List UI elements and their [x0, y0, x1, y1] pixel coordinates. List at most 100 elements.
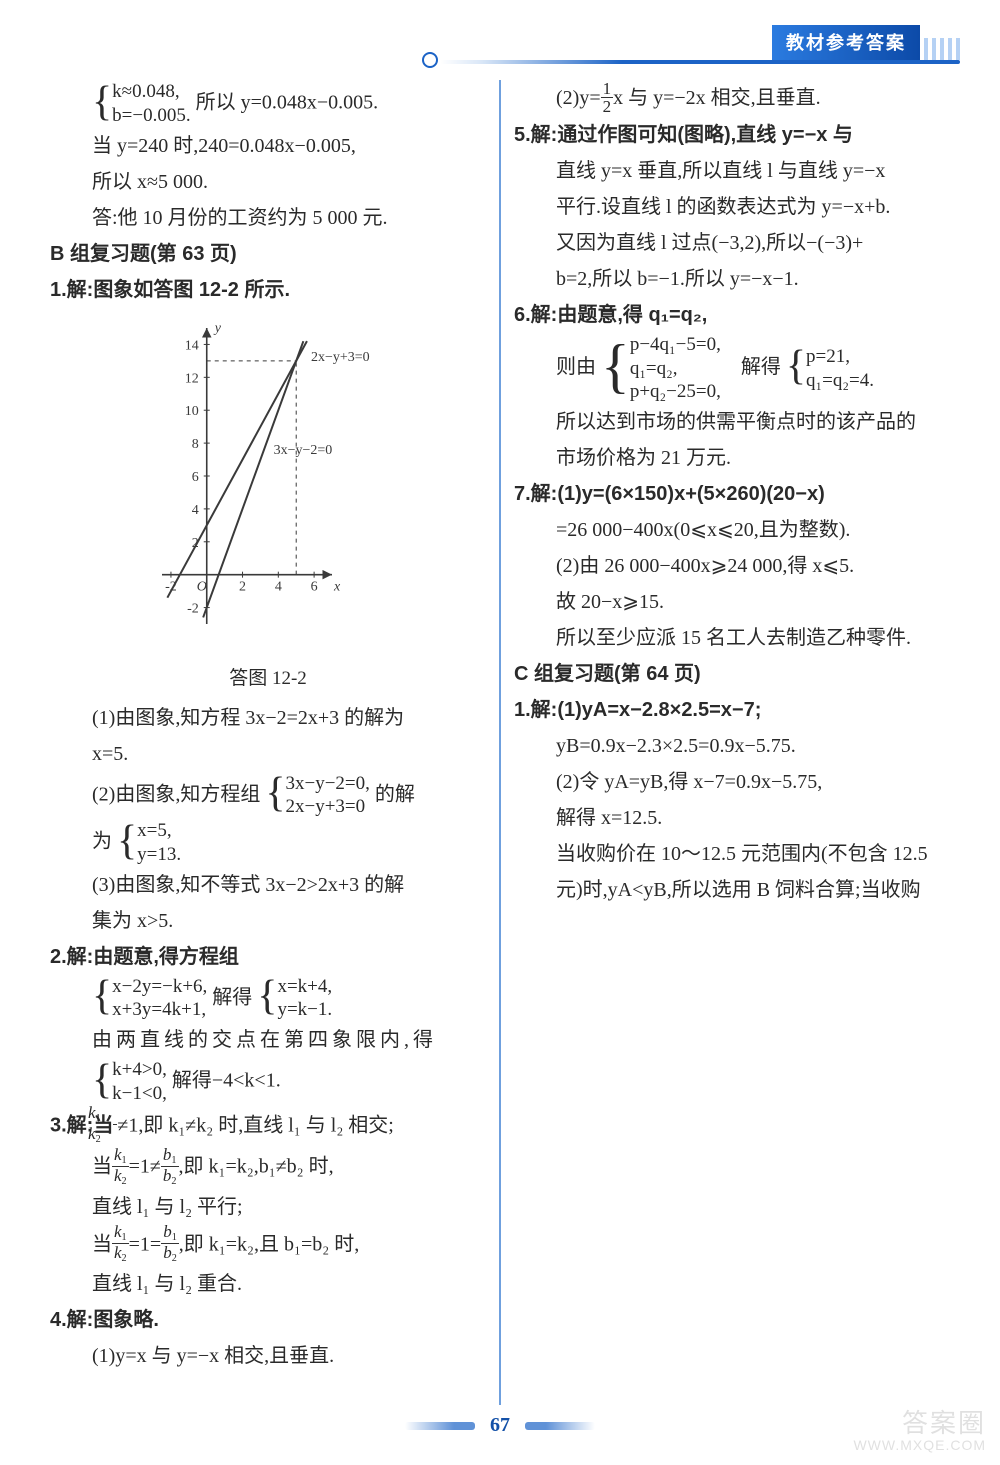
text: yB=0.9x−2.3×2.5=0.9x−5.75.	[514, 728, 950, 764]
footer-ornament-right	[525, 1422, 595, 1430]
text: 的解	[375, 783, 415, 805]
text: x 与 y=−2x 相交,且垂直.	[613, 87, 821, 109]
text: 当	[92, 1233, 112, 1255]
svg-text:4: 4	[275, 579, 282, 594]
figure-12-2: -2246-22468101214Oxy2x−y+3=03x−y−2=0 答图 …	[50, 314, 486, 696]
text: 所以 x≈5 000.	[50, 164, 486, 200]
section-b-title: B 组复习题(第 63 页)	[50, 236, 486, 272]
svg-text:12: 12	[185, 371, 199, 386]
text: b=2,所以 b=−1.所以 y=−x−1.	[514, 261, 950, 297]
brace-line: x=k+4,	[277, 975, 332, 999]
svg-text:14: 14	[185, 338, 199, 353]
svg-text:8: 8	[192, 437, 199, 452]
text: 3.解:当	[50, 1114, 113, 1136]
text: 由两直线的交点在第四象限内,得	[50, 1022, 486, 1058]
brace-line: b=−0.005.	[112, 104, 190, 128]
svg-text:3x−y−2=0: 3x−y−2=0	[274, 442, 333, 457]
svg-text:6: 6	[192, 470, 199, 485]
text: 解得	[212, 986, 252, 1008]
page-footer: 67	[0, 1407, 1000, 1443]
text: =26 000−400x(0⩽x⩽20,且为整数).	[514, 512, 950, 548]
text: 集为 x>5.	[50, 903, 486, 939]
q1-2b: 为 { x=5, y=13.	[50, 819, 486, 867]
text: ,即 k₁=k₂,b₁≠b₂ 时,	[179, 1156, 334, 1178]
q3-cont2: 当k1k2=1=b1b2,即 k₁=k₂,且 b₁=b₂ 时,	[50, 1225, 486, 1267]
text: 解得 x=12.5.	[514, 800, 950, 836]
c1-line: 1.解:(1)yA=x−2.8×2.5=x−7;	[514, 699, 761, 721]
brace-line: q₁=q₂,	[630, 357, 721, 381]
text: 市场价格为 21 万元.	[514, 440, 950, 476]
text: ≠1,即 k₁≠k₂ 时,直线 l₁ 与 l₂ 相交;	[117, 1114, 394, 1136]
svg-text:4: 4	[192, 502, 199, 517]
text: ,即 k₁=k₂,且 b₁=b₂ 时,	[179, 1233, 359, 1255]
text: 直线 l₁ 与 l₂ 平行;	[50, 1189, 486, 1225]
text: x=5.	[50, 736, 486, 772]
text: 故 20−x⩾15.	[514, 584, 950, 620]
brace-line: p−4q₁−5=0,	[630, 333, 721, 357]
header-underline	[440, 60, 960, 64]
brace-line: k≈0.048,	[112, 80, 190, 104]
text: =1=	[129, 1233, 162, 1255]
q5-line: 5.解:通过作图可知(图略),直线 y=−x 与	[514, 124, 853, 146]
text: 又因为直线 l 过点(−3,2),所以−(−3)+	[514, 225, 950, 261]
header-dot	[422, 52, 438, 68]
text: 所以 y=0.048x−0.005.	[196, 91, 379, 113]
text: 所以达到市场的供需平衡点时的该产品的	[514, 404, 950, 440]
header-stripe	[924, 38, 960, 60]
text: (2)由图象,知方程组	[92, 783, 260, 805]
brace-line: p=21,	[806, 345, 874, 369]
q2-res: { k+4>0, k−1<0, 解得−4<k<1.	[50, 1058, 486, 1106]
watermark-brand: 答案圈	[853, 1409, 986, 1438]
figure-caption: 答图 12-2	[50, 662, 486, 696]
brace-line: k−1<0,	[112, 1082, 167, 1106]
page-number: 67	[490, 1414, 510, 1436]
page-header: 教材参考答案	[440, 30, 960, 64]
text: 当	[92, 1156, 112, 1178]
brace-line: x+3y=4k+1,	[112, 998, 207, 1022]
section-c-title: C 组复习题(第 64 页)	[514, 656, 950, 692]
q3-cont1: 当k1k2=1≠b1b2,即 k₁=k₂,b₁≠b₂ 时,	[50, 1147, 486, 1189]
content-columns: { k≈0.048, b=−0.005. 所以 y=0.048x−0.005. …	[50, 80, 950, 1405]
text: 当收购价在 10～12.5 元范围内(不包含 12.5	[514, 836, 950, 872]
text: (2)由 26 000−400x⩾24 000,得 x⩽5.	[514, 548, 950, 584]
watermark: 答案圈 WWW.MXQE.COM	[853, 1409, 986, 1453]
watermark-url: WWW.MXQE.COM	[853, 1438, 986, 1453]
svg-text:-2: -2	[187, 601, 199, 616]
text: (3)由图象,知不等式 3x−2>2x+3 的解	[50, 867, 486, 903]
q7-line: 7.解:(1)y=(6×150)x+(5×260)(20−x)	[514, 483, 825, 505]
q4-head: 4.解:图象略.	[50, 1309, 159, 1331]
q6-head: 6.解:由题意,得 q₁=q₂,	[514, 304, 707, 326]
brace-line: q₁=q₂=4.	[806, 369, 874, 393]
pre-block: { k≈0.048, b=−0.005. 所以 y=0.048x−0.005.	[50, 80, 486, 128]
q1-head: 1.解:图象如答图 12-2 所示.	[50, 279, 290, 301]
q4-2: (2)y=12x 与 y=−2x 相交,且垂直.	[514, 80, 950, 117]
brace-line: y=k−1.	[277, 998, 332, 1022]
text: 解得−4<k<1.	[172, 1070, 281, 1092]
svg-text:6: 6	[311, 579, 318, 594]
brace-line: y=13.	[137, 843, 181, 867]
svg-text:O: O	[197, 579, 207, 594]
text: 为	[92, 831, 112, 853]
text: 平行.设直线 l 的函数表达式为 y=−x+b.	[514, 189, 950, 225]
text: 则由	[556, 356, 596, 378]
brace-line: x=5,	[137, 819, 181, 843]
q1-2: (2)由图象,知方程组 { 3x−y−2=0, 2x−y+3=0 的解	[50, 772, 486, 820]
q3-head: 3.解:当k1k2≠1,即 k₁≠k₂ 时,直线 l₁ 与 l₂ 相交;	[50, 1106, 486, 1148]
svg-text:2: 2	[239, 579, 246, 594]
svg-text:y: y	[213, 321, 222, 336]
q2-head: 2.解:由题意,得方程组	[50, 946, 239, 968]
text: 直线 l₁ 与 l₂ 重合.	[50, 1266, 486, 1302]
brace-line: p+q₂−25=0,	[630, 380, 721, 404]
q6-eqs: 则由 { p−4q₁−5=0, q₁=q₂, p+q₂−25=0, 解得 { p…	[514, 333, 950, 404]
svg-text:2x−y+3=0: 2x−y+3=0	[311, 350, 370, 365]
svg-text:x: x	[333, 579, 341, 594]
text: =1≠	[129, 1156, 161, 1178]
brace-line: 3x−y−2=0,	[286, 772, 370, 796]
brace-line: x−2y=−k+6,	[112, 975, 207, 999]
text: 当 y=240 时,240=0.048x−0.005,	[50, 128, 486, 164]
svg-text:10: 10	[185, 404, 199, 419]
text: (1)y=x 与 y=−x 相交,且垂直.	[50, 1338, 486, 1374]
text: 元)时,yA<yB,所以选用 B 饲料合算;当收购	[514, 872, 950, 908]
text: (2)令 yA=yB,得 x−7=0.9x−5.75,	[514, 764, 950, 800]
text: 直线 y=x 垂直,所以直线 l 与直线 y=−x	[514, 153, 950, 189]
